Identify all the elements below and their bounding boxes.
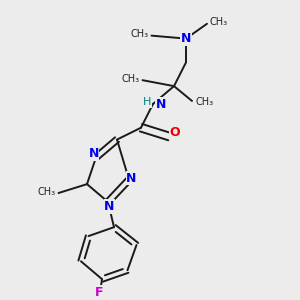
Text: O: O: [169, 126, 180, 139]
Text: N: N: [104, 200, 115, 213]
Text: CH₃: CH₃: [38, 187, 56, 196]
Text: N: N: [181, 32, 191, 45]
Text: N: N: [126, 172, 136, 185]
Text: CH₃: CH₃: [130, 29, 148, 39]
Text: CH₃: CH₃: [122, 74, 140, 84]
Text: N: N: [156, 98, 166, 111]
Text: CH₃: CH₃: [210, 17, 228, 27]
Text: CH₃: CH₃: [195, 98, 213, 107]
Text: N: N: [88, 147, 99, 160]
Text: H: H: [143, 98, 152, 107]
Text: F: F: [95, 286, 103, 299]
